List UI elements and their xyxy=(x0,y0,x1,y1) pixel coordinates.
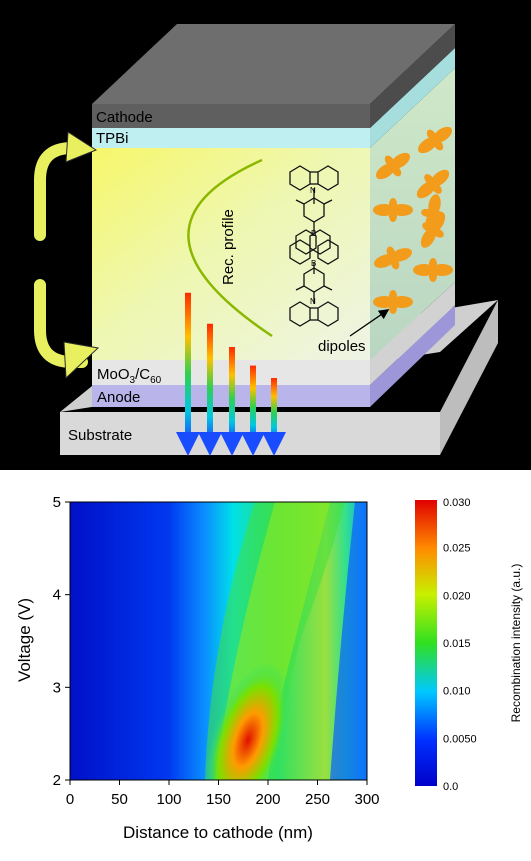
y-tick-label: 2 xyxy=(53,772,61,789)
y-tick-label: 4 xyxy=(53,587,61,604)
y-tick-label: 5 xyxy=(53,494,61,511)
x-axis: 0 50 100 150 200 250 300 xyxy=(66,780,380,808)
rec-profile-label: Rec. profile xyxy=(220,209,237,285)
emission-bar xyxy=(207,323,213,440)
colorbar-tick-label: 0.025 xyxy=(443,543,471,555)
recombination-heatmap: 0 50 100 150 200 250 300 2 3 4 5 Distance to cath… xyxy=(15,494,523,842)
heatmap-ridge-outer-band xyxy=(330,502,367,780)
dipole-icon xyxy=(375,152,411,180)
colorbar-tick-label: 0.010 xyxy=(443,686,471,698)
emission-bar xyxy=(185,292,191,440)
moo3-label: MoO3/C60 xyxy=(97,366,162,386)
emitter-layer xyxy=(92,148,370,360)
x-tick-label: 250 xyxy=(305,791,330,808)
cathode-layer xyxy=(92,104,370,128)
molecule-atom-n-top: N xyxy=(310,186,316,195)
anode-label: Anode xyxy=(97,389,140,406)
colorbar-tick-label: 0.030 xyxy=(443,497,471,509)
dipole-icon xyxy=(421,194,445,234)
colorbar-tick-label: 0.020 xyxy=(443,590,471,602)
x-axis-label: Distance to cathode (nm) xyxy=(123,823,313,842)
molecule-atom-b-top: B xyxy=(311,229,316,238)
x-tick-label: 100 xyxy=(156,791,181,808)
cathode-side xyxy=(370,24,455,128)
moo3-subscript: 3 xyxy=(130,375,136,386)
substrate-label: Substrate xyxy=(68,427,132,444)
x-tick-label: 50 xyxy=(111,791,128,808)
moo3-side xyxy=(370,282,455,385)
colorbar-tick-label: 0.0050 xyxy=(443,733,477,745)
device-schematic: Cathode TPBi MoO3/C60 Anode Substrate Re… xyxy=(0,0,531,470)
arrow-head-top-icon xyxy=(65,131,98,163)
molecule-structure xyxy=(289,165,339,327)
colorbar-tick-label: 0.015 xyxy=(443,638,471,650)
rec-profile-curve xyxy=(187,158,273,338)
y-tick-label: 3 xyxy=(53,679,61,696)
cathode-top xyxy=(92,24,455,104)
x-tick-label: 300 xyxy=(354,791,379,808)
dipole-icon xyxy=(373,198,413,222)
y-axis: 2 3 4 5 xyxy=(53,494,70,789)
x-tick-label: 200 xyxy=(255,791,280,808)
dipole-icon xyxy=(413,258,453,282)
colorbar-tick-label: 0.0 xyxy=(443,781,458,793)
tpbi-layer xyxy=(92,128,370,148)
substrate-side xyxy=(440,300,498,455)
arrow-head-bottom-icon xyxy=(63,341,100,380)
anode-side xyxy=(370,305,455,407)
y-axis-label: Voltage (V) xyxy=(15,598,34,682)
emission-bars xyxy=(176,292,286,456)
molecule-atom-n-bottom: N xyxy=(310,297,316,306)
colorbar xyxy=(415,500,437,786)
emission-bar xyxy=(250,365,256,440)
moo3-text: MoO xyxy=(97,366,130,383)
dipole-icon xyxy=(417,126,453,154)
dipoles-label: dipoles xyxy=(318,338,366,355)
dipole-group xyxy=(373,126,453,314)
dipoles-pointer-arrow xyxy=(349,309,390,337)
dipole-icon xyxy=(374,246,412,270)
heatmap-hotspot xyxy=(205,663,291,780)
cathode-label: Cathode xyxy=(96,109,153,126)
x-tick-label: 150 xyxy=(206,791,231,808)
emission-bar xyxy=(271,378,277,440)
tpbi-side xyxy=(370,48,455,148)
colorbar-ticks: 0.0 0.0050 0.010 0.015 0.020 0.025 0.030 xyxy=(443,497,477,793)
x-tick-label: 0 xyxy=(66,791,74,808)
colorbar-label: Recombination intensity (a.u.) xyxy=(509,564,523,723)
molecule-atom-b-bottom: B xyxy=(311,259,316,268)
c-text: /C xyxy=(135,366,150,383)
emission-bar xyxy=(229,347,235,440)
dipole-icon xyxy=(416,169,450,199)
c60-subscript: 60 xyxy=(150,375,162,386)
dipole-icon xyxy=(373,290,413,314)
tpbi-label: TPBi xyxy=(96,130,129,147)
